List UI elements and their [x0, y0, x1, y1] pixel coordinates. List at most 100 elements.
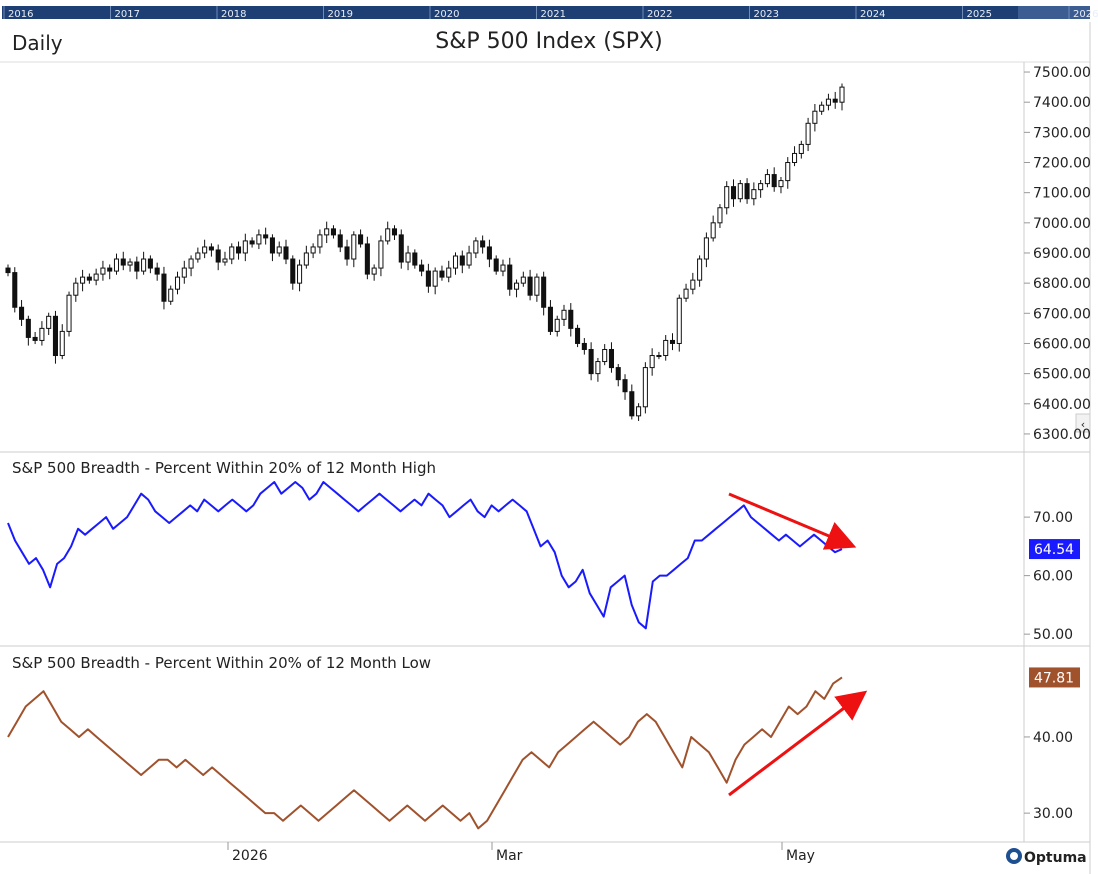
candle: [514, 279, 520, 298]
candle-body: [581, 342, 587, 350]
candle-body: [378, 240, 384, 269]
candle: [59, 324, 65, 360]
candle-body: [263, 234, 269, 239]
breadth-tick-label: 50.00: [1033, 627, 1073, 643]
candle-body: [459, 255, 465, 266]
candle-body: [683, 288, 689, 299]
last-value-label: 47.81: [1034, 670, 1074, 686]
candle: [595, 357, 601, 382]
candle-body: [758, 183, 764, 191]
candle: [385, 221, 391, 245]
candle: [134, 256, 140, 280]
candle-body: [12, 272, 18, 308]
low-breadth-panel: [7, 676, 843, 830]
navigator-window[interactable]: [1018, 6, 1090, 19]
candle-body: [425, 270, 431, 287]
candle: [93, 268, 99, 286]
candle: [602, 344, 608, 366]
candle-body: [80, 276, 86, 284]
candle: [310, 243, 316, 259]
candle: [52, 310, 58, 364]
up-trend-arrow: [728, 690, 868, 797]
candle: [541, 271, 547, 316]
candle: [174, 271, 181, 295]
candle: [690, 272, 696, 295]
candle-body: [59, 330, 65, 357]
candle-body: [385, 228, 391, 242]
candle: [656, 351, 662, 360]
x-tick-label: 2026: [232, 848, 268, 864]
candle: [812, 104, 818, 132]
last-value-badge-bg: [1029, 539, 1080, 560]
year-navigator[interactable]: 2016 2017 2018 2019 2020 2021 2022 2023 2024 2025…: [0, 0, 1098, 22]
navigator-year-label: 2016: [8, 9, 33, 20]
candle: [236, 241, 242, 260]
candle-body: [39, 327, 45, 341]
candle: [195, 247, 201, 263]
candle-body: [730, 186, 737, 200]
candle: [575, 324, 581, 348]
navigator-year-label: 2023: [754, 9, 779, 20]
candle: [507, 257, 513, 296]
candle-body: [100, 267, 106, 275]
candle-body: [405, 252, 411, 263]
candle: [649, 348, 655, 376]
candle: [107, 264, 113, 280]
candle: [744, 178, 750, 204]
price-tick-label: 6600.00: [1033, 336, 1091, 352]
price-tick-label: 7200.00: [1033, 156, 1091, 172]
candle: [425, 263, 431, 293]
candle: [500, 259, 506, 277]
candle-body: [832, 98, 838, 103]
candle: [622, 374, 628, 400]
candle-body: [371, 267, 377, 275]
candle-body: [663, 339, 669, 357]
candle-body: [812, 110, 818, 124]
candle: [317, 229, 323, 254]
candle-body: [622, 379, 628, 393]
candle: [351, 231, 357, 268]
candle: [337, 229, 343, 253]
candle-body: [568, 309, 574, 329]
candle: [758, 180, 764, 198]
price-tick-label: 7500.00: [1033, 65, 1091, 81]
candle-body: [737, 183, 743, 200]
candle: [629, 384, 635, 420]
candle: [297, 259, 303, 292]
x-tick-label: Mar: [496, 848, 523, 864]
candle: [608, 342, 614, 373]
navigator-year-label: 2020: [434, 9, 459, 20]
candle-body: [602, 348, 608, 363]
candle: [452, 252, 459, 275]
candle-body: [547, 306, 553, 332]
candle: [46, 312, 52, 336]
candle: [439, 265, 445, 281]
candle-body: [541, 276, 547, 308]
candle: [181, 260, 187, 284]
candle-body: [141, 258, 147, 272]
candle: [710, 215, 716, 242]
optuma-logo: Optuma: [1006, 848, 1087, 866]
navigator-year-label: 2021: [541, 9, 566, 20]
candle-body: [398, 234, 404, 263]
candle: [269, 234, 275, 262]
candle: [141, 251, 147, 275]
candle: [663, 335, 669, 361]
candle: [676, 294, 682, 352]
scroll-right-button[interactable]: ‹: [1075, 413, 1091, 433]
candle-body: [154, 267, 160, 275]
candle: [344, 239, 350, 266]
price-tick-label: 7300.00: [1033, 125, 1091, 141]
candle-body: [480, 240, 486, 248]
candle: [229, 243, 235, 265]
candle: [66, 291, 72, 337]
candle: [669, 333, 676, 351]
navigator-track[interactable]: [2, 6, 1090, 19]
candle-body: [113, 258, 120, 272]
breadth-tick-label: 40.00: [1033, 730, 1073, 746]
breadth-tick-label: 60.00: [1033, 569, 1073, 585]
candle-body: [127, 261, 133, 266]
candle-body: [93, 273, 99, 281]
candle-body: [473, 240, 479, 254]
panel-frames: [0, 22, 1091, 874]
